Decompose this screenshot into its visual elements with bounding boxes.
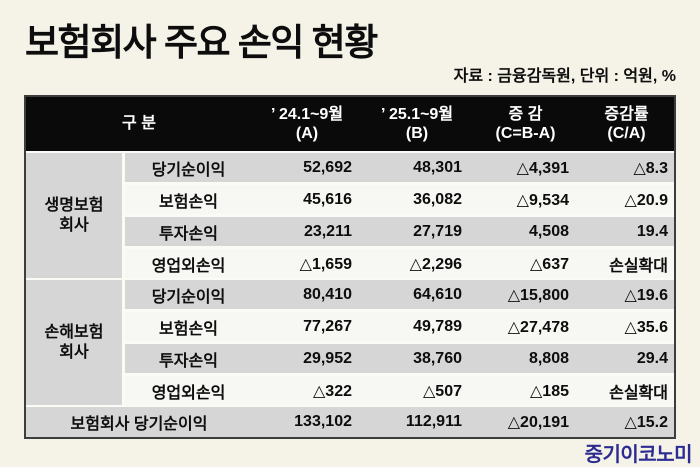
- row-label: 투자손익: [125, 344, 252, 373]
- value-b: 38,760: [362, 344, 472, 373]
- source-note: 자료 : 금융감독원, 단위 : 억원, %: [453, 68, 676, 85]
- value-a: △322: [252, 376, 362, 405]
- total-value-rate: △15.2: [624, 414, 668, 431]
- value-a: 77,267: [252, 312, 362, 341]
- value-rate: △35.6: [579, 312, 674, 341]
- row-label: 당기순이익: [125, 280, 252, 309]
- value-a: 45,616: [252, 185, 362, 214]
- row-label: 투자손익: [125, 217, 252, 246]
- value-b: 27,719: [362, 217, 472, 246]
- total-row-label: 보험회사 당기순이익: [70, 416, 208, 433]
- total-value-b: 112,911: [405, 413, 462, 430]
- value-a: 80,410: [252, 280, 362, 309]
- col-header-period-b-line1: ’ 25.1~9월: [380, 105, 454, 123]
- value-rate: △8.3: [579, 153, 674, 182]
- page-title: 보험회사 주요 손익 현황: [25, 22, 378, 63]
- value-rate: 손실확대: [579, 376, 674, 405]
- col-header-change: 증 감 (C=B-A): [472, 105, 579, 143]
- col-header-change-rate-line2: (C/A): [607, 125, 646, 142]
- table-header-row: 구 분 ’ 24.1~9월 (A) ’ 25.1~9월 (B) 증 감 (C=B…: [26, 97, 674, 153]
- row-label: 보험손익: [125, 312, 252, 341]
- value-change: 8,808: [472, 344, 579, 373]
- value-b: △507: [362, 376, 472, 405]
- value-change: △185: [472, 376, 579, 405]
- table-group-life-insurance: 생명보험 회사 당기순이익 52,692 48,301 △4,391 △8.3 …: [26, 153, 674, 278]
- value-a: 52,692: [252, 153, 362, 182]
- section-divider: [26, 278, 674, 280]
- value-rate: 손실확대: [579, 249, 674, 278]
- row-label: 보험손익: [125, 185, 252, 214]
- col-header-change-rate: 증감률 (C/A): [579, 105, 674, 143]
- row-label: 당기순이익: [125, 153, 252, 182]
- value-b: 48,301: [362, 153, 472, 182]
- col-header-period-a-line1: ’ 24.1~9월: [270, 105, 344, 123]
- col-header-period-a-line2: (A): [295, 125, 319, 142]
- value-rate: 19.4: [579, 217, 674, 246]
- value-b: △2,296: [362, 249, 472, 278]
- group-label-line2: 회사: [59, 216, 89, 234]
- value-a: △1,659: [252, 249, 362, 278]
- value-rate: △19.6: [579, 280, 674, 309]
- value-rate: 29.4: [579, 344, 674, 373]
- table-total-row: 보험회사 당기순이익 133,102 112,911 △20,191 △15.2: [26, 407, 674, 437]
- value-change: 4,508: [472, 217, 579, 246]
- col-header-period-b-line2: (B): [405, 125, 429, 142]
- profit-loss-table: 구 분 ’ 24.1~9월 (A) ’ 25.1~9월 (B) 증 감 (C=B…: [24, 95, 676, 439]
- value-rate: △20.9: [579, 185, 674, 214]
- col-header-period-a: ’ 24.1~9월 (A): [252, 105, 362, 143]
- table-group-nonlife-insurance: 손해보험 회사 당기순이익 80,410 64,610 △15,800 △19.…: [26, 280, 674, 405]
- col-header-period-b: ’ 25.1~9월 (B): [362, 105, 472, 143]
- value-change: △637: [472, 249, 579, 278]
- value-a: 23,211: [252, 217, 362, 246]
- value-change: △27,478: [472, 312, 579, 341]
- section-divider: [26, 405, 674, 407]
- total-value-change: △20,191: [507, 414, 569, 431]
- value-change: △9,534: [472, 185, 579, 214]
- value-change: △4,391: [472, 153, 579, 182]
- value-a: 29,952: [252, 344, 362, 373]
- total-value-a: 133,102: [294, 413, 352, 430]
- publisher-watermark: 중기이코노미: [584, 444, 693, 466]
- value-b: 64,610: [362, 280, 472, 309]
- col-header-category: 구 분: [122, 115, 156, 133]
- col-header-change-rate-line1: 증감률: [604, 105, 649, 123]
- group-label-nonlife-insurance: 손해보험 회사: [26, 280, 122, 405]
- value-b: 36,082: [362, 185, 472, 214]
- value-b: 49,789: [362, 312, 472, 341]
- row-label: 영업외손익: [125, 376, 252, 405]
- value-change: △15,800: [472, 280, 579, 309]
- col-header-change-line1: 증 감: [508, 105, 543, 123]
- col-header-change-line2: (C=B-A): [495, 125, 556, 142]
- group-label-life-insurance: 생명보험 회사: [26, 153, 122, 278]
- group-label-line1: 손해보험: [44, 323, 104, 341]
- row-label: 영업외손익: [125, 249, 252, 278]
- group-label-line2: 회사: [59, 343, 89, 361]
- group-label-line1: 생명보험: [44, 196, 104, 214]
